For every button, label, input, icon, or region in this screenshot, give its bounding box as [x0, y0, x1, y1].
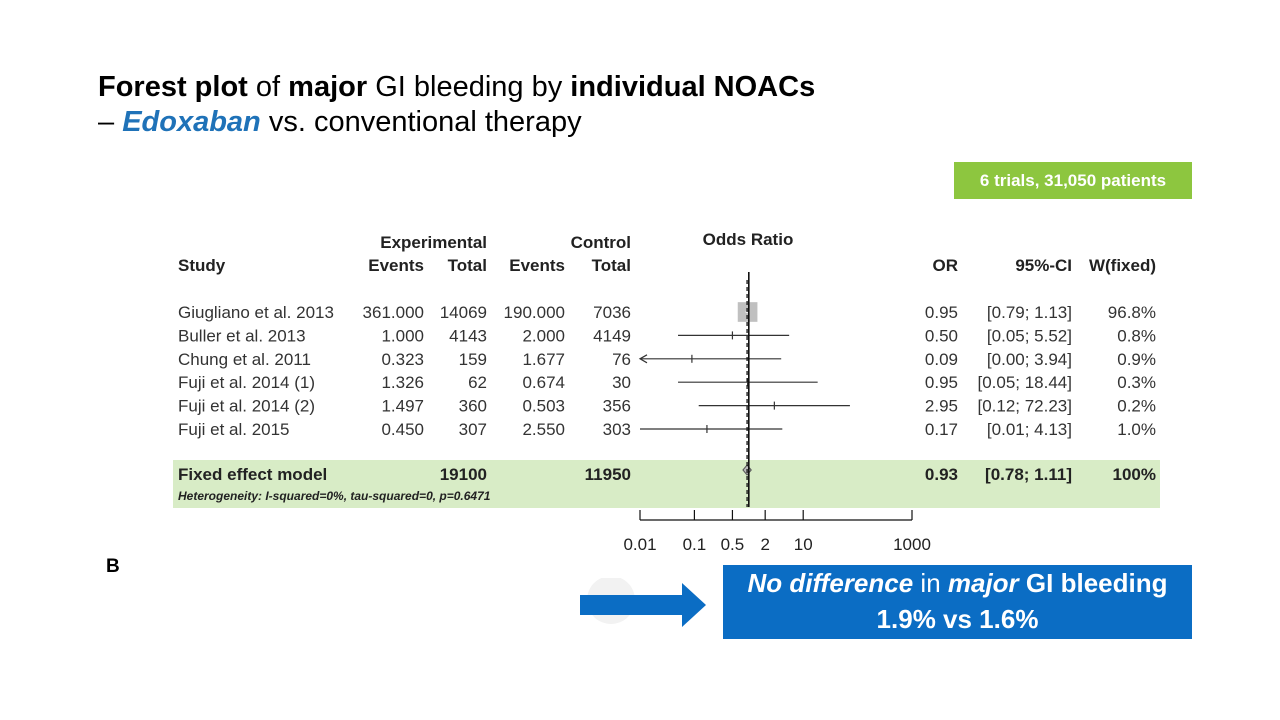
header-ctrl-total: Total: [592, 256, 631, 275]
study-name: Giugliano et al. 2013: [178, 303, 334, 322]
heterogeneity-text: Heterogeneity: I-squared=0%, tau-squared…: [178, 489, 491, 503]
fixed-exp-total: 19100: [440, 465, 487, 484]
header-weight: W(fixed): [1089, 256, 1156, 275]
ci-cell: [0.05; 18.44]: [977, 373, 1072, 392]
arrow-right-icon: [580, 578, 706, 627]
title-vs-conventional: vs. conventional therapy: [260, 106, 582, 138]
plot-title: Odds Ratio: [703, 230, 794, 249]
ctrl-total-cell: 76: [612, 350, 631, 369]
ctrl-total-cell: 7036: [593, 303, 631, 322]
x-tick-label: 1000: [893, 535, 931, 554]
ci-arrow-left: [638, 354, 648, 364]
exp-total-cell: 62: [468, 373, 487, 392]
slide-title: Forest plot of major GI bleeding by indi…: [98, 70, 815, 140]
fixed-or: 0.93: [925, 465, 958, 484]
fixed-model-label: Fixed effect model: [178, 465, 327, 484]
header-ci: 95%-CI: [1015, 256, 1072, 275]
study-name: Fuji et al. 2015: [178, 420, 290, 439]
or-cell: 0.50: [925, 326, 958, 345]
exp-events-cell: 0.323: [381, 350, 424, 369]
callout-no-difference: No difference: [747, 568, 914, 598]
title-individual-noacs: individual NOACs: [570, 71, 816, 103]
or-cell: 0.09: [925, 350, 958, 369]
fixed-ctrl-total: 11950: [585, 465, 631, 484]
exp-total-cell: 14069: [440, 303, 487, 322]
weight-cell: 0.3%: [1117, 373, 1156, 392]
weight-cell: 0.8%: [1117, 326, 1156, 345]
ctrl-total-cell: 303: [603, 420, 631, 439]
weight-cell: 1.0%: [1117, 420, 1156, 439]
ci-cell: [0.00; 3.94]: [987, 350, 1072, 369]
title-forest-plot: Forest plot: [98, 71, 248, 103]
x-tick-label: 0.5: [721, 535, 745, 554]
x-tick-label: 2: [760, 535, 769, 554]
exp-events-cell: 1.000: [381, 326, 424, 345]
title-gi-bleeding: GI bleeding by: [367, 71, 571, 103]
callout-in: in: [913, 568, 948, 598]
ctrl-events-cell: 0.674: [522, 373, 565, 392]
x-tick-label: 10: [794, 535, 813, 554]
conclusion-callout: No difference in major GI bleeding 1.9% …: [723, 565, 1192, 639]
title-edoxaban: Edoxaban: [122, 106, 261, 138]
header-exp-events: Events: [368, 256, 424, 275]
exp-events-cell: 0.450: [381, 420, 424, 439]
ctrl-events-cell: 190.000: [504, 303, 565, 322]
pooled-band: [173, 460, 1160, 508]
slide-title-line1: Forest plot of major GI bleeding by indi…: [98, 70, 815, 105]
ctrl-events-cell: 0.503: [522, 397, 565, 416]
ctrl-events-cell: 2.000: [522, 326, 565, 345]
weight-cell: 0.2%: [1117, 397, 1156, 416]
exp-events-cell: 361.000: [363, 303, 424, 322]
header-experimental: Experimental: [380, 233, 487, 252]
header-exp-total: Total: [448, 256, 487, 275]
header-ctrl-events: Events: [509, 256, 565, 275]
exp-total-cell: 360: [459, 397, 487, 416]
study-name: Chung et al. 2011: [178, 350, 311, 369]
ci-cell: [0.01; 4.13]: [987, 420, 1072, 439]
study-name: Fuji et al. 2014 (1): [178, 373, 315, 392]
callout-major: major: [947, 568, 1019, 598]
ci-cell: [0.12; 72.23]: [977, 397, 1072, 416]
x-tick-label: 0.01: [623, 535, 656, 554]
ctrl-total-cell: 356: [603, 397, 631, 416]
or-cell: 2.95: [925, 397, 958, 416]
header-study: Study: [178, 256, 226, 275]
ci-cell: [0.05; 5.52]: [987, 326, 1072, 345]
exp-total-cell: 307: [459, 420, 487, 439]
exp-total-cell: 159: [459, 350, 487, 369]
ctrl-events-cell: 1.677: [522, 350, 565, 369]
callout-line1: No difference in major GI bleeding: [723, 565, 1192, 601]
title-of: of: [247, 71, 289, 103]
callout-rates: 1.9% vs 1.6%: [876, 604, 1039, 634]
ctrl-events-cell: 2.550: [522, 420, 565, 439]
ci-cell: [0.79; 1.13]: [987, 303, 1072, 322]
study-name: Fuji et al. 2014 (2): [178, 397, 315, 416]
weight-cell: 96.8%: [1108, 303, 1156, 322]
exp-total-cell: 4143: [449, 326, 487, 345]
header-or: OR: [933, 256, 959, 275]
title-dash: –: [98, 106, 123, 138]
ctrl-total-cell: 4149: [593, 326, 631, 345]
callout-gi-bleeding: GI bleeding: [1018, 568, 1168, 598]
or-cell: 0.95: [925, 303, 958, 322]
weight-cell: 0.9%: [1117, 350, 1156, 369]
fixed-weight: 100%: [1113, 465, 1156, 484]
trials-badge: 6 trials, 31,050 patients: [954, 162, 1192, 199]
callout-line2: 1.9% vs 1.6%: [723, 601, 1192, 637]
x-tick-label: 0.1: [683, 535, 707, 554]
slide-title-line2: – Edoxaban vs. conventional therapy: [98, 105, 815, 140]
panel-label: B: [106, 556, 120, 577]
exp-events-cell: 1.326: [381, 373, 424, 392]
ctrl-total-cell: 30: [612, 373, 631, 392]
study-name: Buller et al. 2013: [178, 326, 306, 345]
title-major: major: [288, 71, 368, 103]
header-control: Control: [571, 233, 631, 252]
or-cell: 0.17: [925, 420, 958, 439]
or-cell: 0.95: [925, 373, 958, 392]
exp-events-cell: 1.497: [381, 397, 424, 416]
fixed-ci: [0.78; 1.11]: [985, 465, 1072, 484]
